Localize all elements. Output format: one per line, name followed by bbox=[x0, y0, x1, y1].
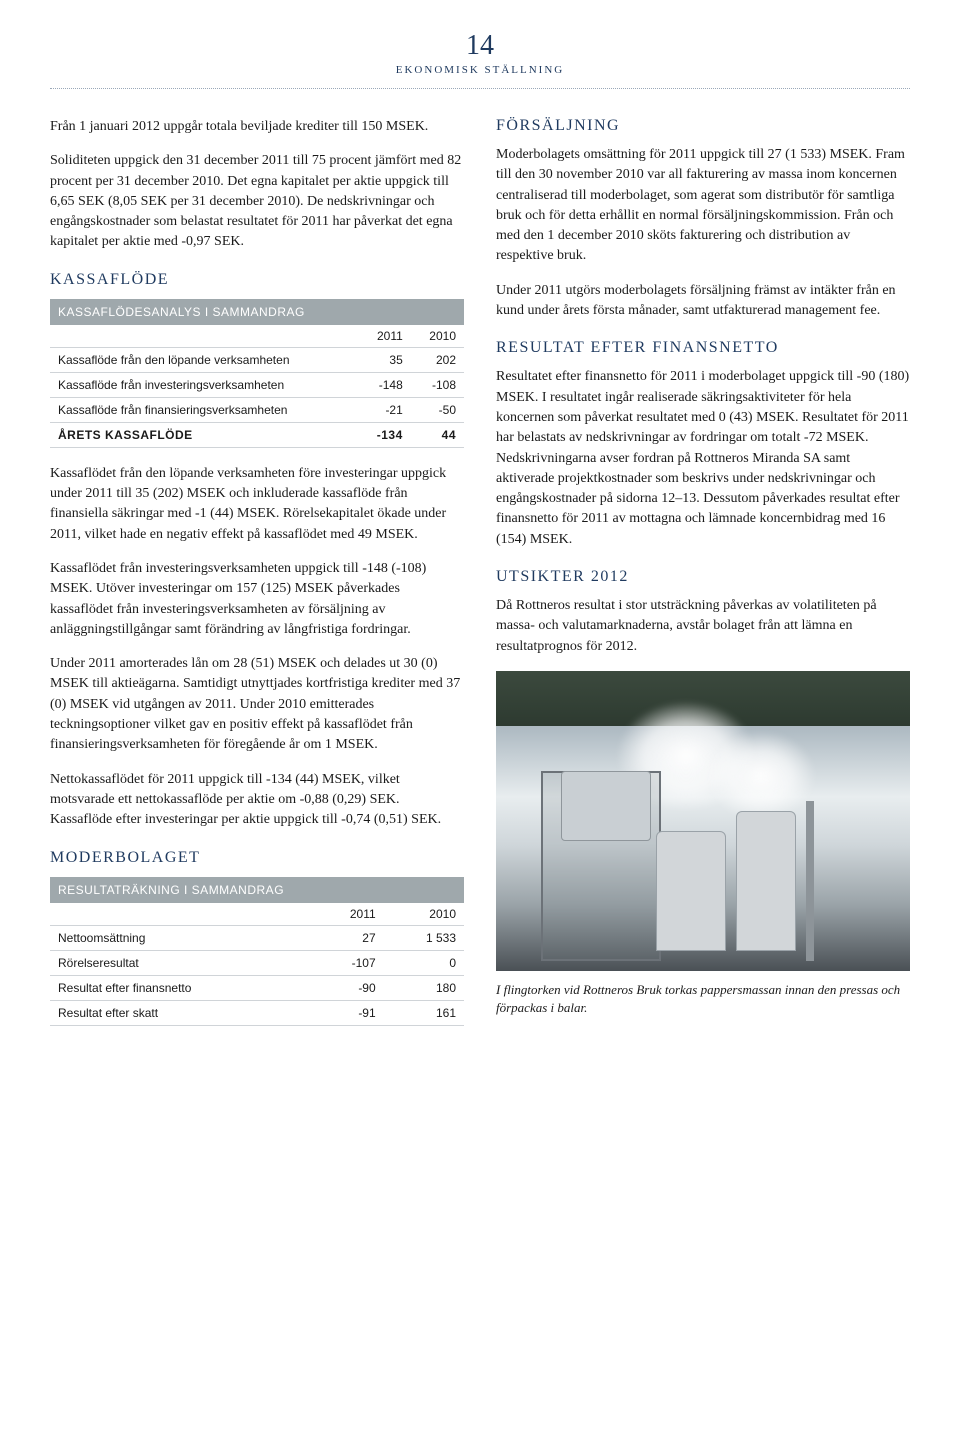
table-column-header-row: 2011 2010 bbox=[50, 903, 464, 926]
table-row: Kassaflöde från den löpande verksamheten… bbox=[50, 347, 464, 372]
page-section-label: EKONOMISK STÄLLNING bbox=[50, 64, 910, 76]
col-year: 2010 bbox=[384, 903, 464, 926]
row-label: ÅRETS KASSAFLÖDE bbox=[50, 422, 358, 447]
col-year: 2011 bbox=[311, 903, 384, 926]
cell-value: -91 bbox=[311, 1000, 384, 1025]
table-row: Kassaflöde från investeringsverksamheten… bbox=[50, 372, 464, 397]
body-paragraph: Från 1 januari 2012 uppgår totala bevilj… bbox=[50, 117, 464, 137]
page-header: 14 EKONOMISK STÄLLNING bbox=[50, 30, 910, 76]
table-column-header-row: 2011 2010 bbox=[50, 325, 464, 348]
body-paragraph: Nettokassaflödet för 2011 uppgick till -… bbox=[50, 770, 464, 831]
row-label: Resultat efter finansnetto bbox=[50, 975, 311, 1000]
cell-value: 0 bbox=[384, 950, 464, 975]
table-title: KASSAFLÖDESANALYS I SAMMANDRAG bbox=[50, 299, 464, 325]
table-total-row: ÅRETS KASSAFLÖDE -134 44 bbox=[50, 422, 464, 447]
image-caption: I flingtorken vid Rottneros Bruk torkas … bbox=[496, 981, 910, 1017]
cell-value: 35 bbox=[358, 347, 410, 372]
table-row: Nettoomsättning 27 1 533 bbox=[50, 925, 464, 950]
mill-dryer-photo bbox=[496, 671, 910, 971]
row-label: Rörelseresultat bbox=[50, 950, 311, 975]
cell-value: -148 bbox=[358, 372, 410, 397]
row-label: Resultat efter skatt bbox=[50, 1000, 311, 1025]
row-label: Kassaflöde från den löpande verksamheten bbox=[50, 347, 358, 372]
cell-value: 161 bbox=[384, 1000, 464, 1025]
body-paragraph: Kassaflödet från investeringsverksamhete… bbox=[50, 559, 464, 640]
section-heading-utsikter: UTSIKTER 2012 bbox=[496, 568, 910, 586]
cell-value: 202 bbox=[411, 347, 464, 372]
body-paragraph: Soliditeten uppgick den 31 december 2011… bbox=[50, 151, 464, 252]
cell-value: 1 533 bbox=[384, 925, 464, 950]
body-paragraph: Moderbolagets omsättning för 2011 uppgic… bbox=[496, 145, 910, 267]
page-number: 14 bbox=[50, 30, 910, 62]
cashflow-table: KASSAFLÖDESANALYS I SAMMANDRAG 2011 2010… bbox=[50, 299, 464, 448]
cell-value: 44 bbox=[411, 422, 464, 447]
right-column: FÖRSÄLJNING Moderbolagets omsättning för… bbox=[496, 117, 910, 1042]
cell-value: 27 bbox=[311, 925, 384, 950]
section-heading-resultat: RESULTAT EFTER FINANSNETTO bbox=[496, 339, 910, 357]
table-row: Rörelseresultat -107 0 bbox=[50, 950, 464, 975]
section-heading-moderbolaget: MODERBOLAGET bbox=[50, 849, 464, 867]
two-column-layout: Från 1 januari 2012 uppgår totala bevilj… bbox=[50, 117, 910, 1042]
body-paragraph: Under 2011 amorterades lån om 28 (51) MS… bbox=[50, 654, 464, 755]
cell-value: -50 bbox=[411, 397, 464, 422]
col-year: 2010 bbox=[411, 325, 464, 348]
body-paragraph: Då Rottneros resultat i stor utsträcknin… bbox=[496, 596, 910, 657]
body-paragraph: Resultatet efter finansnetto för 2011 i … bbox=[496, 367, 910, 550]
col-year: 2011 bbox=[358, 325, 410, 348]
table-row: Resultat efter finansnetto -90 180 bbox=[50, 975, 464, 1000]
section-heading-kassaflode: KASSAFLÖDE bbox=[50, 271, 464, 289]
cell-value: -108 bbox=[411, 372, 464, 397]
table-title: RESULTATRÄKNING I SAMMANDRAG bbox=[50, 877, 464, 903]
header-rule bbox=[50, 88, 910, 89]
cell-value: -107 bbox=[311, 950, 384, 975]
cell-value: 180 bbox=[384, 975, 464, 1000]
cell-value: -134 bbox=[358, 422, 410, 447]
body-paragraph: Kassaflödet från den löpande verksamhete… bbox=[50, 464, 464, 545]
row-label: Kassaflöde från investeringsverksamheten bbox=[50, 372, 358, 397]
section-heading-forsaljning: FÖRSÄLJNING bbox=[496, 117, 910, 135]
cell-value: -21 bbox=[358, 397, 410, 422]
income-table: RESULTATRÄKNING I SAMMANDRAG 2011 2010 N… bbox=[50, 877, 464, 1026]
row-label: Kassaflöde från finansieringsverksamhete… bbox=[50, 397, 358, 422]
body-paragraph: Under 2011 utgörs moderbolagets försäljn… bbox=[496, 281, 910, 322]
table-row: Kassaflöde från finansieringsverksamhete… bbox=[50, 397, 464, 422]
row-label: Nettoomsättning bbox=[50, 925, 311, 950]
cell-value: -90 bbox=[311, 975, 384, 1000]
table-row: Resultat efter skatt -91 161 bbox=[50, 1000, 464, 1025]
left-column: Från 1 januari 2012 uppgår totala bevilj… bbox=[50, 117, 464, 1042]
